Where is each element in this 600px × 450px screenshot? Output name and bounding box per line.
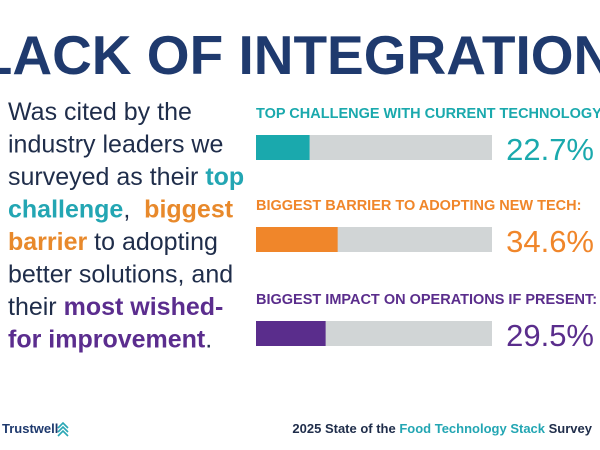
survey-name: 2025 State of the Food Technology Stack … (292, 421, 592, 436)
bar (256, 321, 326, 346)
description-line: challenge, biggest (8, 196, 234, 224)
bar-chart: TOP CHALLENGE WITH CURRENT TECHNOLOGY 22.… (256, 106, 600, 353)
description-segment: biggest (144, 196, 234, 224)
bar (256, 227, 338, 252)
brand: Trustwell (2, 421, 58, 436)
description-segment: most wished- (64, 293, 224, 321)
description-line: their most wished- (8, 293, 223, 321)
bar-heading: BIGGEST IMPACT ON OPERATIONS IF PRESENT: (256, 292, 597, 308)
description-line: better solutions, and (8, 261, 233, 289)
brand-logo (57, 421, 69, 437)
description-segment: surveyed as their (8, 163, 205, 191)
description-line: for improvement. (8, 326, 212, 354)
survey-segment: Food Technology Stack (399, 421, 545, 436)
description-segment: better solutions, and (8, 261, 233, 289)
description-segment: , (123, 196, 144, 224)
survey-segment: Survey (545, 421, 593, 436)
value-label: 34.6% (506, 224, 594, 259)
description-line: barrier to adopting (8, 228, 218, 256)
bar-heading: TOP CHALLENGE WITH CURRENT TECHNOLOGY (256, 106, 600, 122)
description-segment: their (8, 293, 64, 321)
description-line: Was cited by the (8, 98, 192, 126)
description-segment: industry leaders we (8, 131, 223, 159)
bar (256, 135, 310, 160)
description-segment: top (205, 163, 244, 191)
description-line: surveyed as their top (8, 163, 244, 191)
description-line: industry leaders we (8, 131, 223, 159)
description-segment: . (205, 326, 212, 354)
description-segment: for improvement (8, 326, 206, 354)
bar-heading: BIGGEST BARRIER TO ADOPTING NEW TECH: (256, 198, 581, 214)
value-label: 29.5% (506, 318, 594, 353)
description: Was cited by the industry leaders we surve… (8, 98, 244, 354)
description-segment: barrier (8, 228, 87, 256)
value-label: 22.7% (506, 132, 594, 167)
description-segment: challenge (8, 196, 123, 224)
description-segment: Was cited by the (8, 98, 192, 126)
survey-segment: 2025 State of the (292, 421, 399, 436)
description-segment: to adopting (87, 228, 218, 256)
headline: LACK OF INTEGRATION (0, 24, 600, 86)
